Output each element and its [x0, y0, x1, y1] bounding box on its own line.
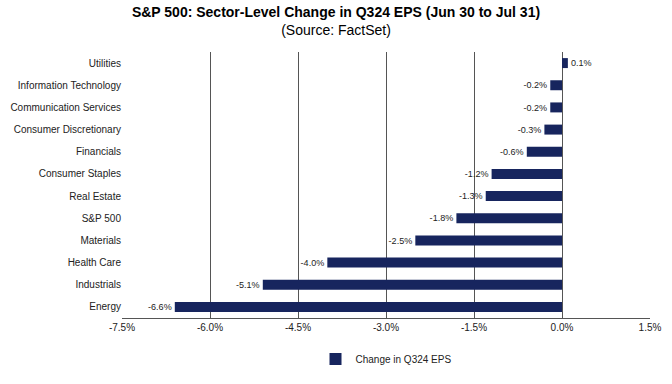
svg-text:1.5%: 1.5% — [639, 322, 662, 333]
svg-text:-4.5%: -4.5% — [285, 322, 311, 333]
svg-text:S&P 500: Sector-Level Change i: S&P 500: Sector-Level Change in Q324 EPS… — [132, 4, 540, 38]
svg-text:Real Estate: Real Estate — [69, 191, 121, 202]
svg-text:-7.5%: -7.5% — [109, 322, 135, 333]
svg-text:-5.1%: -5.1% — [236, 280, 260, 290]
svg-text:-0.2%: -0.2% — [523, 80, 547, 90]
svg-text:-0.3%: -0.3% — [518, 125, 542, 135]
svg-text:Information Technology: Information Technology — [18, 80, 121, 91]
svg-text:0.0%: 0.0% — [551, 322, 574, 333]
svg-text:Materials: Materials — [80, 235, 121, 246]
svg-text:-6.6%: -6.6% — [148, 302, 172, 312]
svg-text:-4.0%: -4.0% — [301, 258, 325, 268]
svg-text:Industrials: Industrials — [75, 279, 121, 290]
svg-text:Health Care: Health Care — [68, 257, 122, 268]
svg-text:-1.2%: -1.2% — [465, 169, 489, 179]
svg-text:Energy: Energy — [89, 301, 121, 312]
svg-text:Communication Services: Communication Services — [10, 102, 121, 113]
svg-text:S&P 500: S&P 500 — [82, 213, 122, 224]
svg-text:-2.5%: -2.5% — [389, 236, 413, 246]
svg-text:-1.8%: -1.8% — [430, 213, 454, 223]
svg-text:Change in Q324 EPS: Change in Q324 EPS — [356, 354, 452, 365]
svg-text:-0.2%: -0.2% — [524, 103, 548, 113]
svg-text:Consumer Discretionary: Consumer Discretionary — [14, 124, 121, 135]
svg-text:-1.5%: -1.5% — [461, 322, 487, 333]
svg-text:-1.3%: -1.3% — [459, 191, 483, 201]
svg-text:-3.0%: -3.0% — [373, 322, 399, 333]
svg-text:-0.6%: -0.6% — [500, 147, 524, 157]
svg-text:0.1%: 0.1% — [571, 58, 592, 68]
svg-text:Consumer Staples: Consumer Staples — [39, 168, 121, 179]
svg-text:-6.0%: -6.0% — [197, 322, 223, 333]
svg-text:Utilities: Utilities — [89, 58, 121, 69]
svg-text:Financials: Financials — [76, 146, 121, 157]
